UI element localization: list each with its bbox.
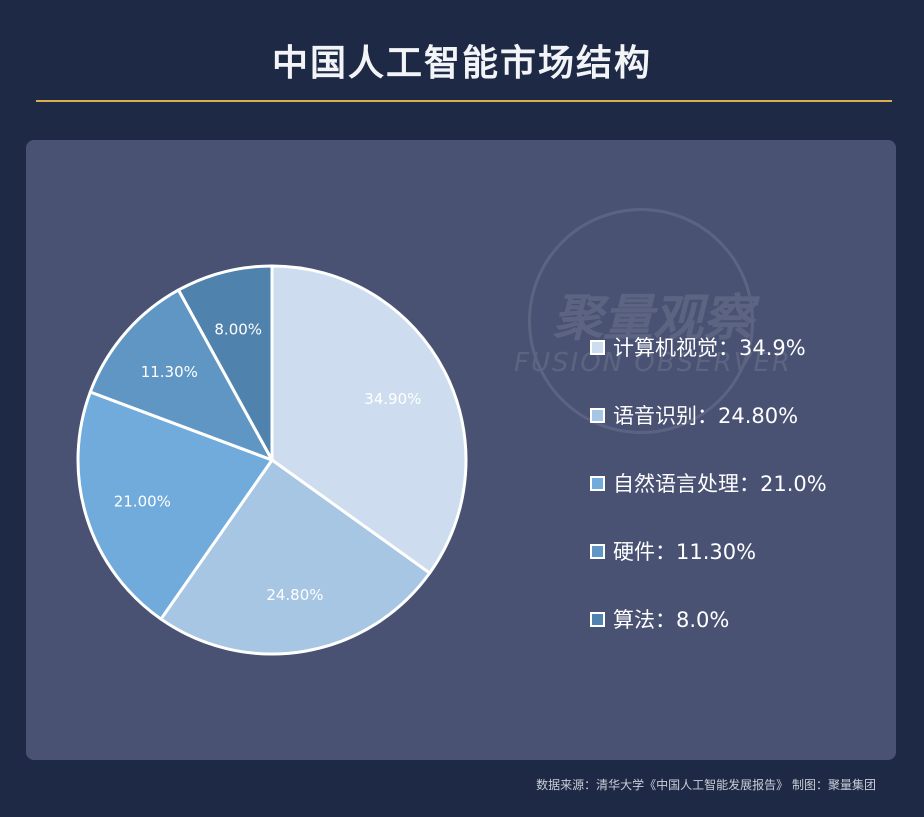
slice-speech-recognition xyxy=(159,458,432,656)
legend: 计算机视觉：34.9% 语音识别：24.80% 自然语言处理：21.0% 硬件：… xyxy=(590,313,827,653)
legend-swatch xyxy=(590,339,605,355)
pie-chart: 34.90% 24.80% 21.00% 11.30% 8.00% xyxy=(76,264,468,656)
data-label: 21.00% xyxy=(114,492,171,510)
legend-item-nlp: 自然语言处理：21.0% xyxy=(590,449,827,517)
watermark-ring xyxy=(528,208,754,434)
legend-swatch xyxy=(590,611,605,627)
chart-title: 中国人工智能市场结构 xyxy=(271,43,652,84)
legend-label: 算法：8.0% xyxy=(613,608,730,632)
watermark: 聚量观察 FUSION OBSERVER xyxy=(508,208,798,434)
legend-swatch xyxy=(590,475,605,491)
source-footnote: 数据来源：清华大学《中国人工智能发展报告》 制图：聚量集团 xyxy=(536,778,876,792)
legend-item-speech-recognition: 语音识别：24.80% xyxy=(590,381,827,449)
title-divider xyxy=(36,100,892,102)
data-label: 8.00% xyxy=(214,320,262,338)
slice-computer-vision xyxy=(270,264,468,575)
legend-label: 语音识别：24.80% xyxy=(613,404,799,428)
slice-hardware xyxy=(88,288,274,462)
legend-swatch xyxy=(590,543,605,559)
legend-item-algorithm: 算法：8.0% xyxy=(590,585,827,653)
watermark-name-en: FUSION OBSERVER xyxy=(514,348,792,378)
data-label: 24.80% xyxy=(266,586,323,604)
legend-swatch xyxy=(590,407,605,423)
legend-label: 计算机视觉：34.9% xyxy=(613,336,806,360)
data-label: 34.90% xyxy=(364,390,421,408)
slice-algorithm xyxy=(177,264,274,462)
legend-item-hardware: 硬件：11.30% xyxy=(590,517,827,585)
legend-item-computer-vision: 计算机视觉：34.9% xyxy=(590,313,827,381)
slice-nlp xyxy=(76,390,274,621)
data-label: 11.30% xyxy=(141,363,198,381)
legend-label: 硬件：11.30% xyxy=(613,540,757,564)
watermark-name: 聚量观察 xyxy=(553,289,753,347)
legend-label: 自然语言处理：21.0% xyxy=(613,472,827,496)
